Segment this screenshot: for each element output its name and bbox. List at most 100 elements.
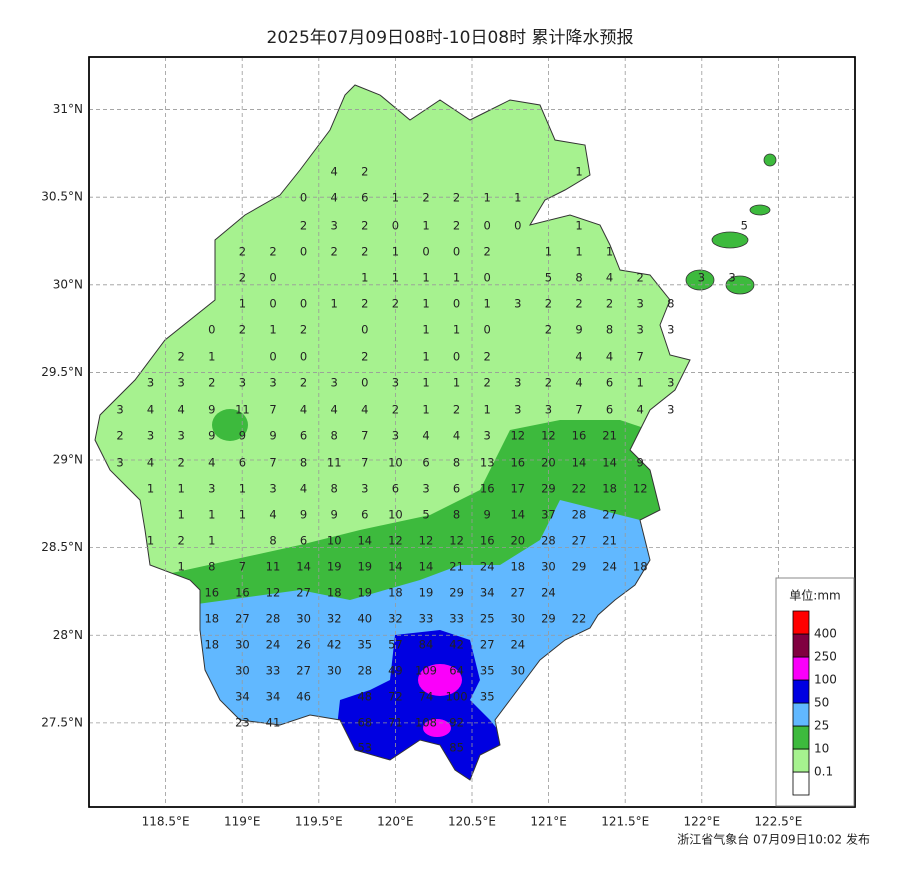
station-value: 1	[514, 191, 521, 205]
legend-level: 100	[814, 673, 837, 687]
station-value: 1	[331, 297, 338, 311]
station-value: 8	[208, 560, 215, 574]
station-value: 4	[147, 403, 154, 417]
station-value: 4	[606, 271, 613, 285]
station-value: 8	[331, 482, 338, 496]
station-value: 2	[361, 297, 368, 311]
station-value: 6	[300, 429, 307, 443]
station-value: 6	[239, 456, 246, 470]
station-value: 2	[361, 245, 368, 259]
station-value: 3	[116, 403, 123, 417]
station-value: 34	[235, 690, 250, 704]
station-value: 7	[239, 560, 246, 574]
legend-swatch	[792, 679, 810, 704]
station-value: 40	[357, 612, 372, 626]
station-value: 16	[510, 456, 525, 470]
station-value: 10	[388, 508, 403, 522]
y-tick-label: 31°N	[53, 102, 83, 116]
station-value: 4	[147, 456, 154, 470]
station-value: 7	[361, 456, 368, 470]
station-value: 9	[208, 429, 215, 443]
station-value: 3	[514, 403, 521, 417]
zone-50	[330, 630, 510, 780]
station-value: 27	[510, 586, 525, 600]
station-value: 5	[545, 271, 552, 285]
station-value: 14	[357, 534, 372, 548]
station-value: 24	[510, 638, 525, 652]
station-value: 19	[357, 560, 372, 574]
legend-title: 单位:mm	[789, 588, 840, 603]
station-value: 12	[449, 534, 464, 548]
station-value: 12	[419, 534, 434, 548]
x-tick-label: 119°E	[224, 815, 261, 829]
station-value: 6	[422, 456, 429, 470]
station-value: 1	[361, 271, 368, 285]
zone-10	[212, 409, 248, 441]
station-value: 11	[235, 403, 250, 417]
station-value: 21	[602, 429, 617, 443]
station-value: 4	[575, 376, 582, 390]
station-value: 74	[419, 690, 434, 704]
station-value: 20	[541, 456, 556, 470]
station-value: 21	[602, 534, 617, 548]
station-value: 2	[361, 165, 368, 179]
station-value: 3	[147, 376, 154, 390]
station-value: 24	[541, 586, 556, 600]
station-value: 0	[269, 350, 276, 364]
station-value: 2	[545, 323, 552, 337]
station-value: 19	[357, 586, 372, 600]
station-value: 1	[208, 350, 215, 364]
plot-border	[88, 56, 856, 808]
station-value: 3	[637, 297, 644, 311]
legend-box	[775, 577, 855, 807]
station-value: 16	[480, 482, 495, 496]
station-value: 8	[269, 534, 276, 548]
station-value: 1	[392, 191, 399, 205]
station-value: 2	[453, 403, 460, 417]
station-value: 18	[204, 638, 219, 652]
station-value: 57	[388, 638, 403, 652]
station-value: 1	[208, 534, 215, 548]
station-value: 32	[388, 612, 403, 626]
station-value: 3	[514, 297, 521, 311]
station-value: 2	[178, 456, 185, 470]
x-tick-label: 119.5°E	[295, 815, 343, 829]
station-value: 1	[392, 271, 399, 285]
station-value: 0	[392, 219, 399, 233]
station-value: 35	[357, 638, 372, 652]
station-value: 0	[514, 219, 521, 233]
station-value: 30	[541, 560, 556, 574]
station-value: 1	[178, 482, 185, 496]
station-value: 29	[572, 560, 587, 574]
station-value: 14	[388, 560, 403, 574]
station-value: 0	[300, 350, 307, 364]
station-value: 2	[545, 376, 552, 390]
station-value: 2	[453, 219, 460, 233]
station-value: 4	[178, 403, 185, 417]
legend-level: 0.1	[814, 765, 833, 779]
station-value: 3	[667, 376, 674, 390]
station-value: 12	[633, 482, 648, 496]
station-value: 8	[575, 271, 582, 285]
station-value: 22	[572, 482, 587, 496]
station-value: 33	[419, 612, 434, 626]
station-value: 33	[449, 612, 464, 626]
grid	[89, 57, 855, 807]
station-value: 33	[266, 664, 281, 678]
station-value: 4	[331, 403, 338, 417]
station-value: 9	[331, 508, 338, 522]
station-value: 14	[419, 560, 434, 574]
station-value: 0	[269, 271, 276, 285]
station-value: 4	[331, 165, 338, 179]
station-value: 1	[637, 376, 644, 390]
station-value: 5	[741, 219, 748, 233]
station-value: 2	[484, 350, 491, 364]
station-value: 0	[453, 245, 460, 259]
island	[763, 153, 777, 167]
station-value: 2	[606, 297, 613, 311]
station-value: 0	[453, 297, 460, 311]
station-value: 21	[449, 560, 464, 574]
station-value: 2	[178, 350, 185, 364]
station-value: 14	[572, 456, 587, 470]
station-value: 3	[484, 429, 491, 443]
